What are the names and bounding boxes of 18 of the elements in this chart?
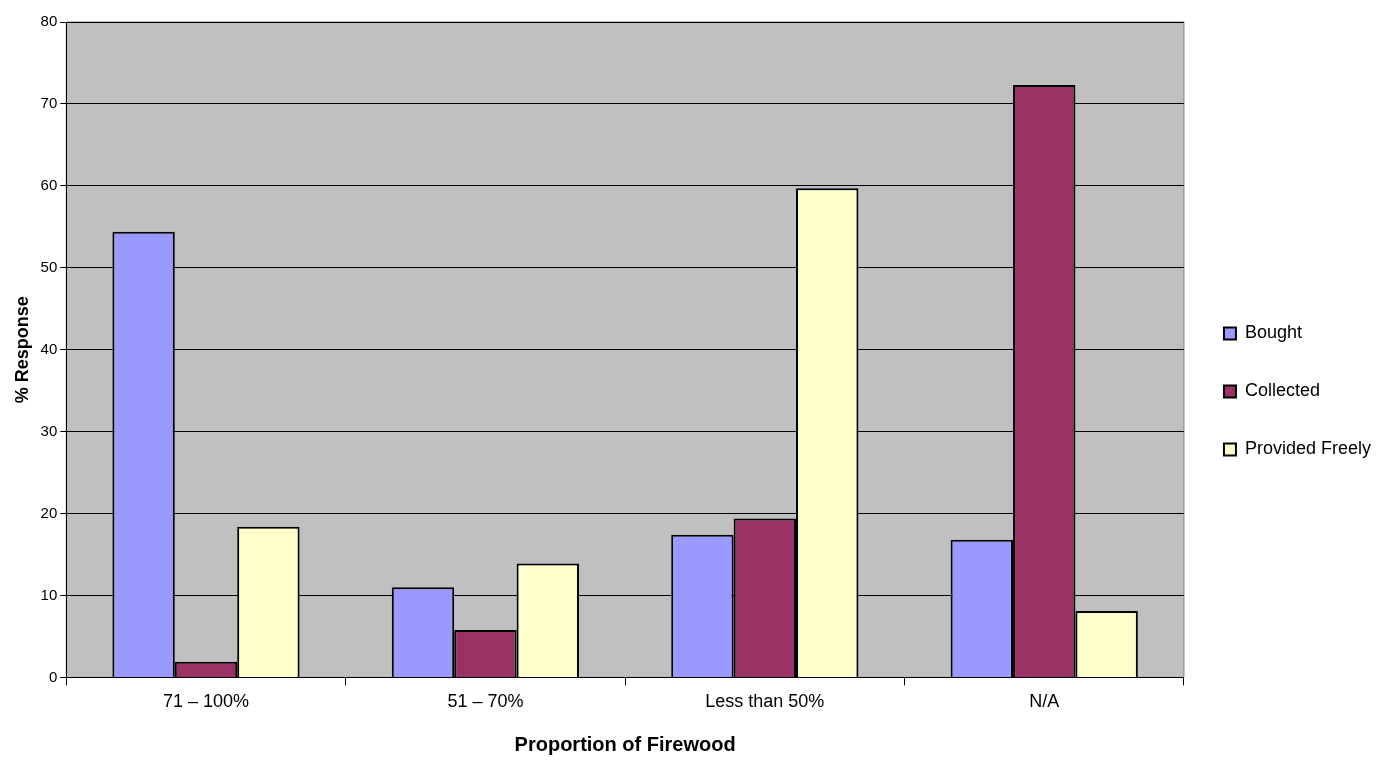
x-tick-label: Less than 50% (705, 691, 825, 712)
legend-label: Bought (1244, 322, 1303, 343)
x-tick-label: N/A (1029, 691, 1060, 712)
x-tick-label: 51 – 70% (447, 691, 524, 712)
y-tick-label: 50 (40, 257, 58, 275)
legend-label: Collected (1244, 380, 1320, 401)
y-tick-label: 40 (40, 339, 58, 357)
y-tick-label: 10 (40, 585, 58, 603)
legend-label: Provided Freely (1244, 438, 1372, 459)
y-tick-label: 70 (40, 94, 58, 112)
y-tick-label: 0 (48, 667, 58, 685)
y-tick-label: 20 (40, 503, 58, 521)
y-tick-label: 30 (40, 421, 58, 439)
y-tick-label: 80 (40, 12, 58, 30)
y-tick-label: 60 (40, 175, 58, 193)
x-axis-title: Proportion of Firewood (514, 732, 736, 755)
y-axis-title: % Response (11, 296, 32, 404)
x-tick-label: 71 – 100% (162, 691, 250, 712)
